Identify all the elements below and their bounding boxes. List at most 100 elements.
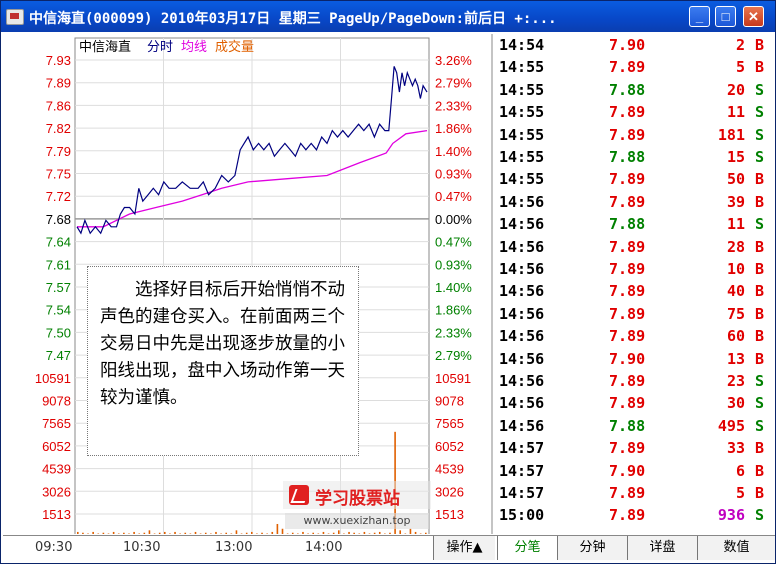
volume-bar xyxy=(414,531,417,534)
pct-tick-label: 0.00% xyxy=(435,212,472,227)
volume-bar xyxy=(92,531,94,534)
tick-time: 14:56 xyxy=(499,215,545,234)
pct-tick-label: 2.79% xyxy=(435,348,472,363)
volume-bar xyxy=(225,532,228,534)
tick-side: B xyxy=(755,282,765,301)
price-tick-label: 7.86 xyxy=(46,98,71,113)
tick-price: 7.89 xyxy=(609,58,646,77)
tick-row[interactable]: 14:56 7.89 30 S xyxy=(497,392,775,414)
tick-row[interactable]: 14:56 7.90 13 B xyxy=(497,348,775,370)
watermark-url: www.xuexizhan.top xyxy=(285,513,429,529)
price-tick-label: 7.54 xyxy=(46,303,71,318)
pct-tick-label: 0.47% xyxy=(435,189,472,204)
avg-price-line xyxy=(77,129,428,228)
tick-volume: 2 xyxy=(735,36,745,54)
tick-time: 14:56 xyxy=(499,327,545,346)
tick-time: 14:55 xyxy=(499,80,545,99)
tick-row[interactable]: 14:57 7.90 6 B xyxy=(497,460,775,482)
tick-time: 14:55 xyxy=(499,170,545,189)
pct-tick-label: 0.93% xyxy=(435,257,472,272)
tab-minute[interactable]: 分钟 xyxy=(557,536,627,560)
tick-row[interactable]: 14:57 7.89 33 B xyxy=(497,437,775,459)
pct-tick-label: 2.33% xyxy=(435,325,472,340)
pct-tick-label: 2.79% xyxy=(435,76,472,91)
volume-tick-label-right: 7565 xyxy=(435,416,464,431)
tick-time: 14:55 xyxy=(499,103,545,122)
minimize-button[interactable]: _ xyxy=(689,6,710,27)
tab-value[interactable]: 数值 xyxy=(697,536,775,560)
tick-volume: 23 xyxy=(726,372,745,390)
volume-tick-label: 1513 xyxy=(42,507,71,522)
tick-row[interactable]: 14:54 7.90 2 B xyxy=(497,34,775,56)
tick-time: 15:00 xyxy=(499,506,545,525)
tab-tick[interactable]: 分笔 xyxy=(497,536,557,560)
tick-list[interactable]: 14:54 7.90 2 B 14:55 7.89 5 B 14:55 7.88 20 S 14:55 7… xyxy=(497,34,775,531)
maximize-button[interactable]: □ xyxy=(715,6,736,27)
tick-price: 7.89 xyxy=(609,282,646,301)
title-bar[interactable]: 中信海直(000099) 2010年03月17日 星期三 PageUp/Page… xyxy=(1,1,775,32)
pct-tick-label: 1.86% xyxy=(435,303,472,318)
tick-side: B xyxy=(755,170,765,189)
volume-bar xyxy=(399,530,402,534)
tick-row[interactable]: 14:55 7.89 11 S xyxy=(497,101,775,123)
time-axis-label: 09:30 xyxy=(35,540,73,555)
tick-row[interactable]: 14:56 7.89 39 B xyxy=(497,191,775,213)
volume-bar xyxy=(174,531,176,534)
tick-row[interactable]: 14:55 7.89 5 B xyxy=(497,56,775,78)
pct-tick-label: 0.47% xyxy=(435,235,472,250)
tick-price: 7.88 xyxy=(609,80,646,99)
volume-bar xyxy=(235,530,238,534)
price-tick-label: 7.89 xyxy=(46,76,71,91)
tab-detail[interactable]: 详盘 xyxy=(627,536,697,560)
tick-row[interactable]: 14:55 7.88 20 S xyxy=(497,79,775,101)
tick-volume: 28 xyxy=(726,237,745,256)
tick-row[interactable]: 14:56 7.89 28 B xyxy=(497,236,775,258)
close-button[interactable]: ✕ xyxy=(743,6,764,27)
volume-bar xyxy=(425,532,427,534)
tick-time: 14:56 xyxy=(499,416,545,435)
volume-bar xyxy=(271,531,274,534)
tick-side: S xyxy=(755,148,765,166)
tick-time: 14:56 xyxy=(499,237,545,256)
tick-row[interactable]: 14:55 7.89 50 B xyxy=(497,168,775,190)
volume-tick-label-right: 3026 xyxy=(435,484,464,499)
tick-row[interactable]: 14:56 7.89 60 B xyxy=(497,325,775,347)
volume-tick-label: 7565 xyxy=(42,416,71,431)
volume-bar xyxy=(184,532,187,534)
tick-row[interactable]: 14:55 7.88 15 S xyxy=(497,146,775,168)
tick-row[interactable]: 15:00 7.89 936 S xyxy=(497,504,775,526)
volume-tick-label: 6052 xyxy=(42,439,71,454)
tick-side: B xyxy=(755,237,765,256)
pct-tick-label: 1.40% xyxy=(435,280,472,295)
volume-bar xyxy=(251,531,253,534)
tick-row[interactable]: 14:55 7.89 181 S xyxy=(497,124,775,146)
tick-side: B xyxy=(755,327,765,346)
tick-time: 14:55 xyxy=(499,125,545,144)
tick-time: 14:54 xyxy=(499,36,545,54)
tick-side: S xyxy=(755,103,765,122)
tick-row[interactable]: 14:56 7.89 10 B xyxy=(497,258,775,280)
legend-entry: 均线 xyxy=(181,40,207,55)
tick-row[interactable]: 14:56 7.88 11 S xyxy=(497,213,775,235)
volume-bar xyxy=(409,528,412,534)
ops-menu-button[interactable]: 操作▲ xyxy=(433,536,495,560)
volume-bar xyxy=(112,531,115,534)
tick-volume: 936 xyxy=(717,506,745,525)
time-axis-label: 10:30 xyxy=(123,540,161,555)
volume-tick-label-right: 1513 xyxy=(435,507,464,522)
volume-tick-label: 9078 xyxy=(42,394,71,409)
tick-volume: 6 xyxy=(735,461,745,480)
tick-row[interactable]: 14:56 7.89 23 S xyxy=(497,370,775,392)
volume-bar xyxy=(276,523,279,534)
tick-price: 7.89 xyxy=(609,237,646,256)
volume-tick-label: 10591 xyxy=(35,371,71,386)
tick-row[interactable]: 14:56 7.89 40 B xyxy=(497,280,775,302)
volume-bar xyxy=(373,532,376,534)
tick-row[interactable]: 14:57 7.89 5 B xyxy=(497,482,775,504)
tick-side: S xyxy=(755,416,765,435)
tick-row[interactable]: 14:56 7.89 75 B xyxy=(497,303,775,325)
pct-tick-label: 3.26% xyxy=(435,53,472,68)
tick-row[interactable]: 14:56 7.88 495 S xyxy=(497,415,775,437)
volume-bar xyxy=(363,531,366,534)
volume-bar xyxy=(261,532,263,534)
